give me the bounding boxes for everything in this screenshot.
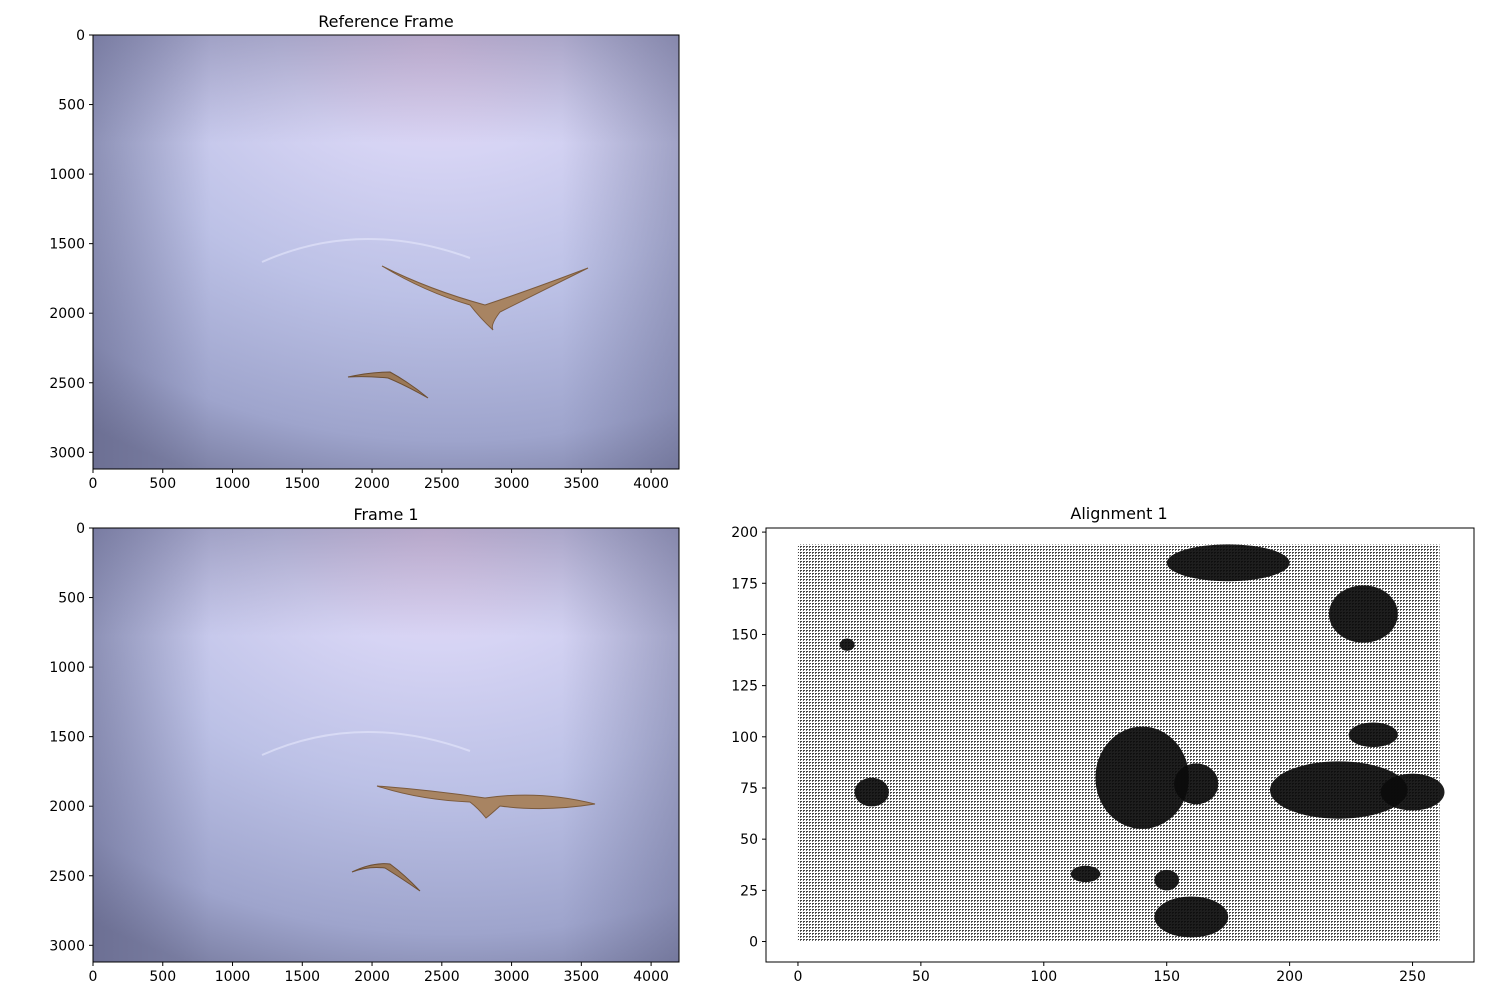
reference-frame-x-tick-label: 2500 [424,476,460,492]
alignment-1-y-tick-label: 50 [740,832,758,848]
reference-frame-x-tick-label: 3000 [494,476,530,492]
quiver-dense-blob [1154,869,1180,891]
alignment-1-x-tick-label: 0 [793,969,802,985]
alignment-1-y-tick-label: 75 [740,781,758,797]
quiver-dense-blob [1154,896,1229,938]
bird-large [376,785,596,819]
reference-frame-x-tick-label: 2000 [354,476,390,492]
bird-small [351,863,421,892]
frame-1-image [93,528,679,962]
reference-frame-x-tick-label: 4000 [633,476,669,492]
reference-frame-x-tick-label: 3500 [564,476,600,492]
reference-frame-y-tick-label: 2500 [49,376,85,392]
quiver-dense-regions [839,544,1445,938]
alignment-1-x-ticks: 0 50 100 150 200 250 [793,962,1426,985]
alignment-1-y-tick-label: 125 [731,679,758,695]
quiver-dense-blob [1174,763,1219,805]
frame-1-x-tick-label: 500 [149,969,176,985]
bird-large [381,265,589,331]
quiver-dense-blob [1348,722,1398,748]
quiver-dense-blob [1070,865,1101,883]
alignment-1-y-tick-label: 100 [731,730,758,746]
frame-1-title: Frame 1 [353,505,418,524]
reference-frame-y-tick-label: 0 [76,28,85,44]
frame-1-y-tick-label: 0 [76,521,85,537]
frame-1-x-tick-label: 2000 [354,969,390,985]
alignment-1-y-tick-label: 0 [749,935,758,951]
quiver-dense-blob [1095,726,1189,829]
alignment-1-y-ticks: 0 25 50 75 100 125 150 175 200 [731,525,766,951]
alignment-1-y-tick-label: 25 [740,883,758,899]
frame-1-y-ticks: 0 500 1000 1500 2000 2500 3000 [49,521,93,954]
quiver-dense-blob [839,638,855,651]
bird-small [347,371,429,399]
frame-1-y-tick-label: 500 [58,591,85,607]
reference-frame-y-tick-label: 500 [58,98,85,114]
quiver-dense-blob [1328,585,1398,643]
reference-frame-image [93,35,679,469]
alignment-1-y-tick-label: 200 [731,525,758,541]
frame-1-y-tick-label: 1500 [49,730,85,746]
frame-1-x-tick-label: 3000 [494,969,530,985]
frame-1-x-tick-label: 0 [89,969,98,985]
reference-frame-y-tick-label: 1500 [49,237,85,253]
frame-1-y-tick-label: 2500 [49,869,85,885]
reference-frame-x-tick-label: 1500 [284,476,320,492]
frame-1-axes: Frame 1 0 500 1000 1500 2000 2500 3000 3500 4000… [49,505,680,985]
reference-frame-x-tick-label: 1000 [215,476,251,492]
frame-1-x-tick-label: 1500 [284,969,320,985]
frame-1-x-tick-label: 1000 [215,969,251,985]
frame-1-y-tick-label: 1000 [49,660,85,676]
alignment-1-y-tick-label: 175 [731,576,758,592]
reference-frame-y-ticks: 0 500 1000 1500 2000 2500 3000 [49,28,93,461]
reference-frame-x-ticks: 0 500 1000 1500 2000 2500 3000 3500 4000 [89,469,669,492]
quiver-dense-blob [1166,544,1290,582]
quiver-dense-blob [1269,761,1408,819]
frame-1-x-ticks: 0 500 1000 1500 2000 2500 3000 3500 4000 [89,962,669,985]
alignment-1-x-tick-label: 150 [1153,969,1180,985]
alignment-1-x-tick-label: 200 [1276,969,1303,985]
frame-1-y-tick-label: 2000 [49,799,85,815]
alignment-1-axes: Alignment 1 0 50 100 150 200 250 0 25 50 75 100 12… [731,504,1475,985]
quiver-dense-blob [1380,773,1445,811]
alignment-1-x-tick-label: 100 [1030,969,1057,985]
frame-1-x-tick-label: 3500 [564,969,600,985]
frame-1-y-tick-label: 3000 [49,938,85,954]
alignment-1-x-tick-label: 50 [912,969,930,985]
alignment-1-y-tick-label: 150 [731,627,758,643]
reference-frame-y-tick-label: 2000 [49,306,85,322]
reference-frame-x-tick-label: 500 [149,476,176,492]
frame-1-x-tick-label: 2500 [424,969,460,985]
frame-1-x-tick-label: 4000 [633,969,669,985]
reference-frame-y-tick-label: 1000 [49,167,85,183]
reference-frame-title: Reference Frame [318,12,454,31]
alignment-1-title: Alignment 1 [1070,504,1167,523]
quiver-dense-blob [854,777,889,807]
reference-frame-y-tick-label: 3000 [49,445,85,461]
reference-frame-axes: Reference Frame 0 500 1000 1500 2000 2500 3000… [49,12,680,492]
reference-frame-x-tick-label: 0 [89,476,98,492]
alignment-1-x-tick-label: 250 [1399,969,1426,985]
